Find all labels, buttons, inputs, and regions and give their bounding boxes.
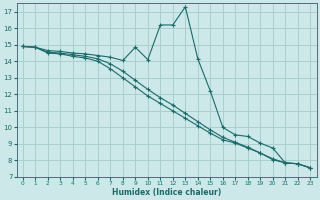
X-axis label: Humidex (Indice chaleur): Humidex (Indice chaleur) [112, 188, 221, 197]
